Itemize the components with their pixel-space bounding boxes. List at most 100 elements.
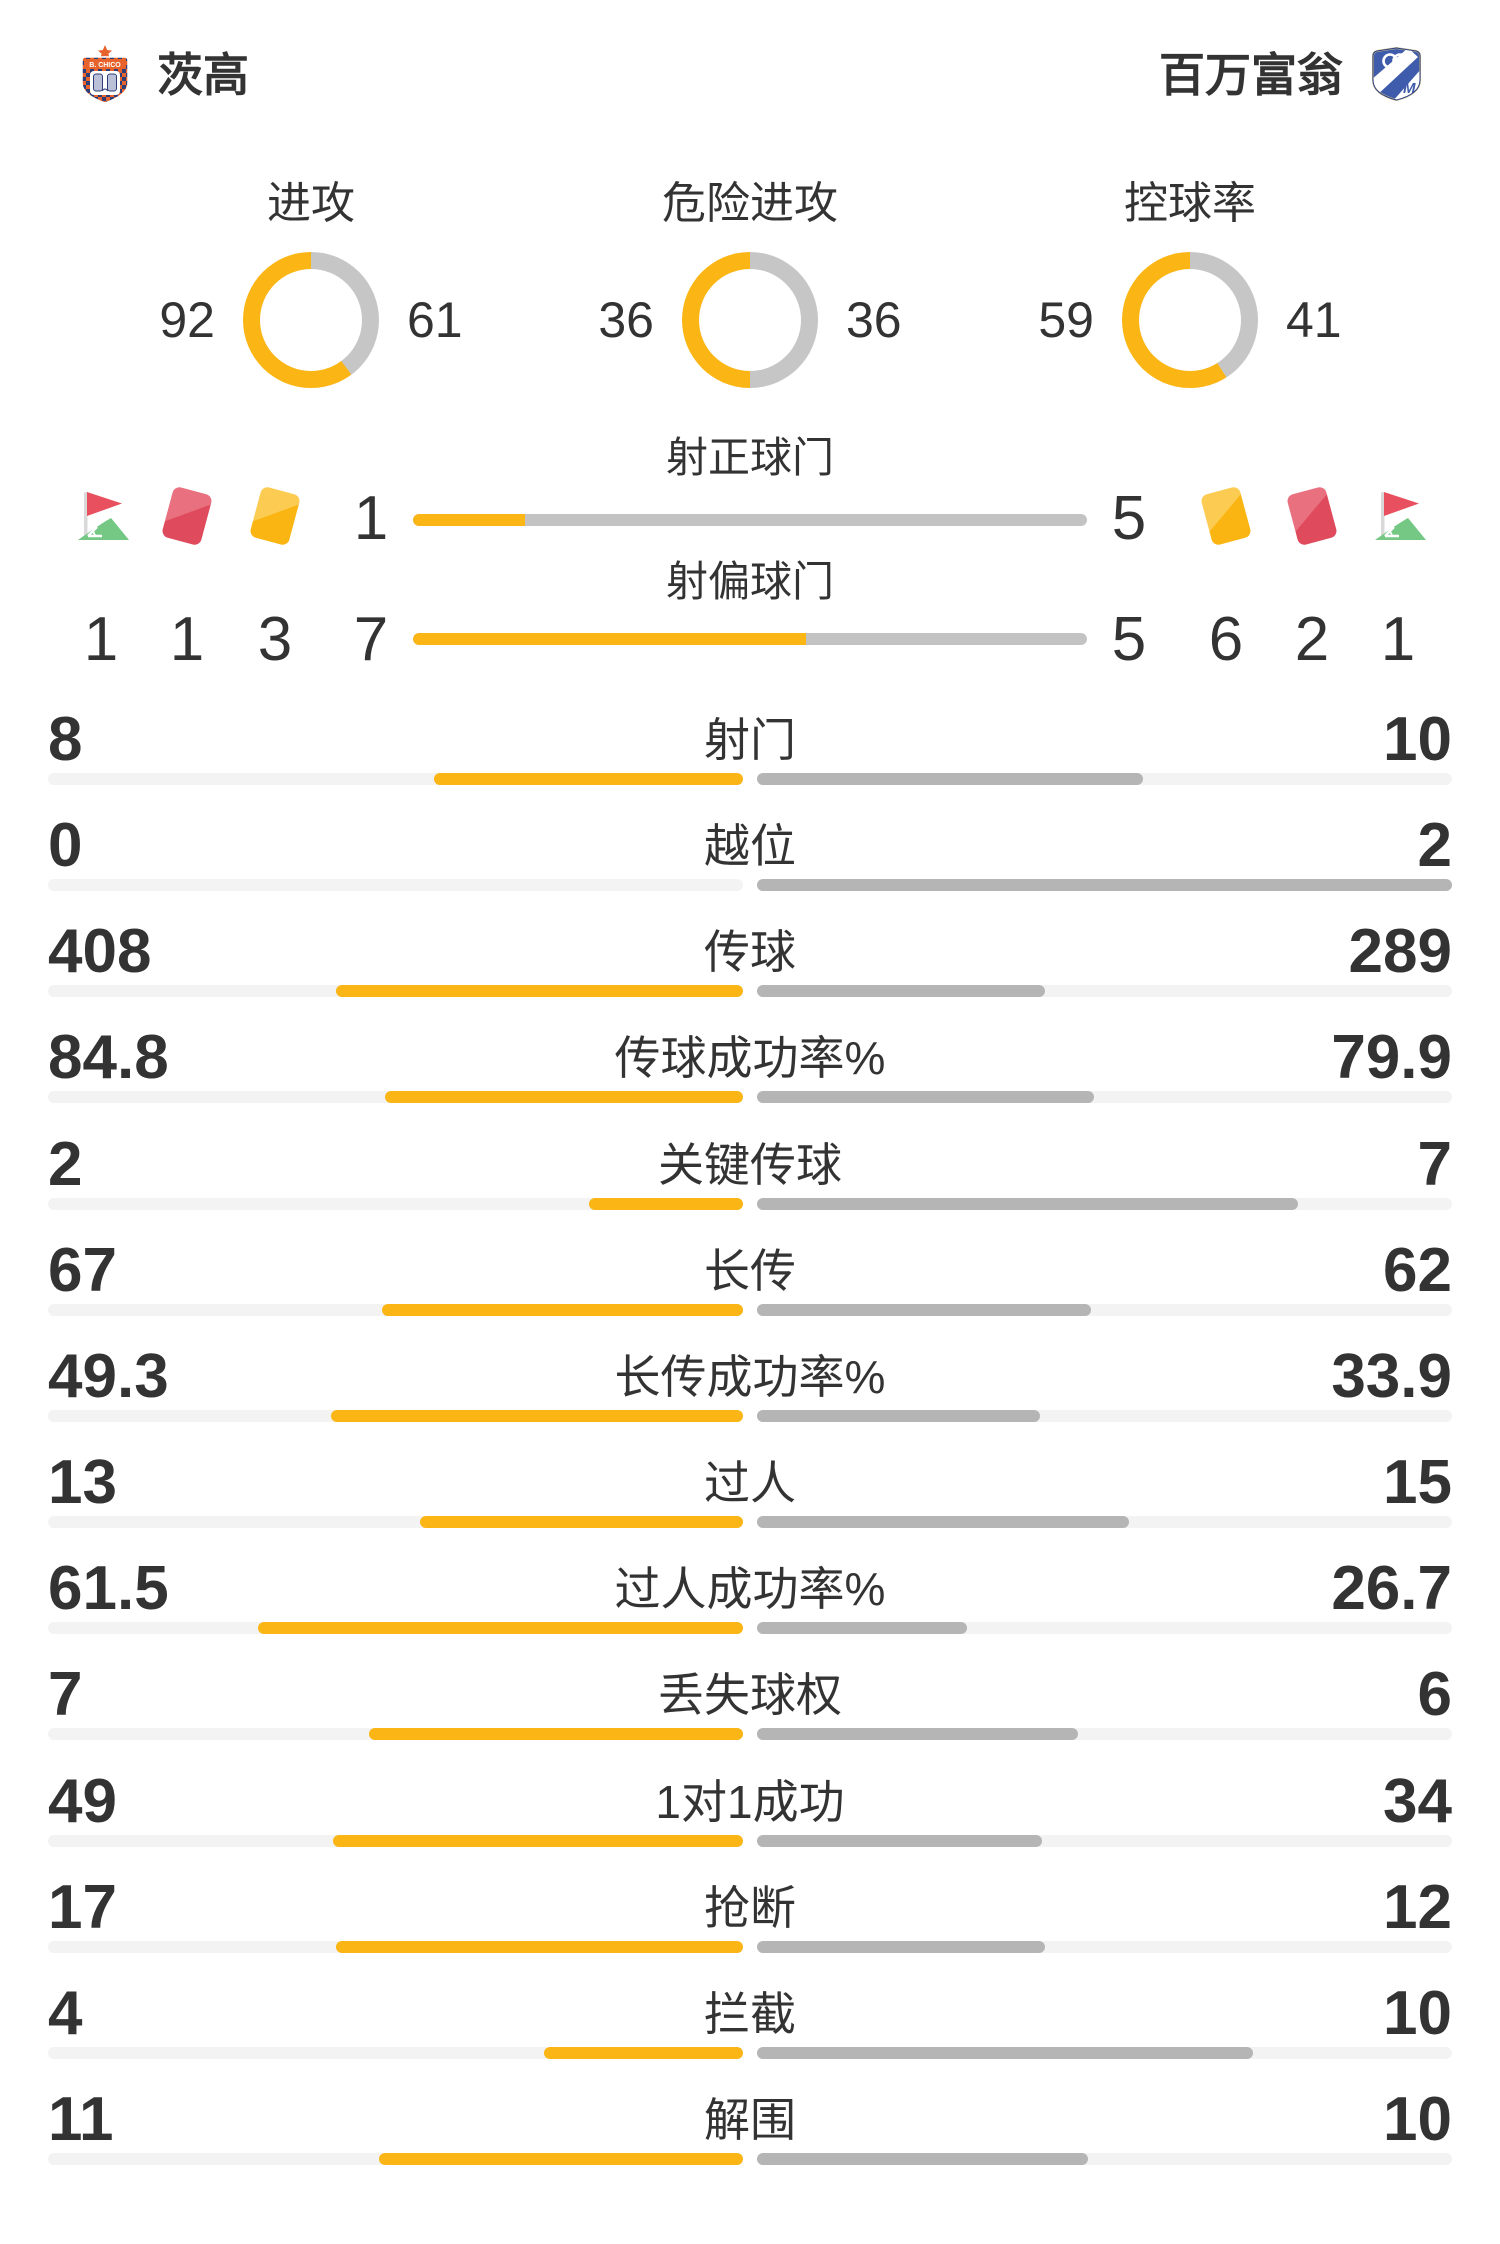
stat-away-fill xyxy=(757,1728,1078,1740)
stat-away-value: 7 xyxy=(1417,1130,1452,1199)
stat-home-track xyxy=(48,1516,743,1528)
home-corner-count: 1 xyxy=(83,605,119,674)
stat-away-fill xyxy=(757,1835,1042,1847)
stat-home-fill xyxy=(258,1622,743,1634)
stat-home-value: 13 xyxy=(48,1448,117,1517)
stat-away-fill xyxy=(757,2153,1088,2165)
stat-home-fill xyxy=(368,1728,743,1740)
stat-away-value: 79.9 xyxy=(1331,1023,1452,1092)
svg-text:B. CHICO: B. CHICO xyxy=(89,62,121,69)
away-corner-count: 1 xyxy=(1380,605,1416,674)
stat-home-value: 8 xyxy=(48,705,83,774)
stat-label: 过人成功率% xyxy=(614,1563,886,1615)
stat-away-track xyxy=(757,1198,1452,1210)
attacks-donut-group: 92 61 xyxy=(125,252,497,388)
away-team-name: 百万富翁 xyxy=(1159,49,1343,101)
stat-home-fill xyxy=(378,2153,743,2165)
stat-home-value: 2 xyxy=(48,1130,83,1199)
stat-label: 拦截 xyxy=(704,1988,796,2040)
shots-on-target-label: 射正球门 xyxy=(665,434,834,481)
stat-home-value: 84.8 xyxy=(48,1023,169,1092)
stat-label: 传球 xyxy=(704,926,796,978)
away-yellow-card-icon xyxy=(1199,485,1253,547)
stat-home-track xyxy=(48,1941,743,1953)
away-yellow-card-count: 6 xyxy=(1208,605,1244,674)
stat-home-track xyxy=(48,1410,743,1422)
stat-away-value: 2 xyxy=(1417,811,1452,880)
stat-label: 传球成功率% xyxy=(614,1032,886,1084)
stat-home-track xyxy=(48,2153,743,2165)
stat-home-value: 11 xyxy=(48,2085,114,2154)
home-yellow-card-icon xyxy=(248,485,302,547)
stat-home-value: 67 xyxy=(48,1236,117,1305)
stat-label: 射门 xyxy=(704,714,796,766)
stat-away-value: 34 xyxy=(1383,1767,1452,1836)
stat-away-track xyxy=(757,1835,1452,1847)
attacks-home-value: 92 xyxy=(159,292,215,348)
stat-home-value: 0 xyxy=(48,811,83,880)
dangerous-attacks-home-value: 36 xyxy=(598,292,654,348)
dangerous-attacks-donut-chart xyxy=(682,252,818,388)
stat-away-track xyxy=(757,1728,1452,1740)
stat-home-track xyxy=(48,2047,743,2059)
attacks-donut-chart xyxy=(243,252,379,388)
possession-home-value: 59 xyxy=(1038,292,1094,348)
stat-home-fill xyxy=(385,1091,743,1103)
donut-title-attacks: 进攻 xyxy=(267,179,355,228)
stat-home-track xyxy=(48,1304,743,1316)
stat-away-fill xyxy=(757,1622,968,1634)
stat-home-fill xyxy=(544,2047,743,2059)
stat-label: 关键传球 xyxy=(658,1139,842,1191)
stat-home-fill xyxy=(331,1410,743,1422)
home-team-name: 茨高 xyxy=(157,49,249,101)
away-team-logo: M xyxy=(1370,46,1423,102)
shots-off-target-label: 射偏球门 xyxy=(665,558,834,605)
stat-away-track xyxy=(757,1941,1452,1953)
stat-home-track xyxy=(48,1091,743,1103)
stat-away-track xyxy=(757,985,1452,997)
stat-label: 解围 xyxy=(704,2094,796,2146)
dangerous-attacks-away-value: 36 xyxy=(846,292,902,348)
stat-away-value: 12 xyxy=(1383,1873,1452,1942)
home-corner-flag-icon xyxy=(71,486,131,548)
dangerous-attacks-donut-group: 36 36 xyxy=(564,252,936,388)
stat-away-value: 33.9 xyxy=(1331,1342,1452,1411)
stat-away-value: 10 xyxy=(1383,1979,1452,2048)
stat-away-fill xyxy=(757,1410,1041,1422)
donut-title-dangerous-attacks: 危险进攻 xyxy=(662,179,838,228)
stat-away-track xyxy=(757,879,1452,891)
stat-away-track xyxy=(757,1410,1452,1422)
shots-on-target-bar xyxy=(413,514,1087,526)
stat-away-fill xyxy=(757,2047,1254,2059)
stat-away-value: 6 xyxy=(1417,1660,1452,1729)
stat-away-track xyxy=(757,773,1452,785)
stat-away-fill xyxy=(757,773,1144,785)
stat-label: 1对1成功 xyxy=(655,1776,845,1828)
possession-away-value: 41 xyxy=(1286,292,1342,348)
stat-away-value: 26.7 xyxy=(1331,1554,1452,1623)
stat-away-value: 289 xyxy=(1348,917,1452,986)
stat-home-value: 17 xyxy=(48,1873,117,1942)
home-red-card-icon xyxy=(160,485,214,547)
stat-home-fill xyxy=(336,985,743,997)
shots-off-target-away-value: 5 xyxy=(1111,605,1147,674)
stat-away-fill xyxy=(757,1516,1130,1528)
shots-on-target-away-value: 5 xyxy=(1111,484,1147,553)
stat-away-fill xyxy=(757,985,1046,997)
stat-away-fill xyxy=(757,1941,1045,1953)
stat-home-fill xyxy=(434,773,743,785)
stat-away-value: 10 xyxy=(1383,705,1452,774)
stat-home-track xyxy=(48,773,743,785)
stat-label: 丢失球权 xyxy=(658,1669,842,1721)
stat-away-track xyxy=(757,1304,1452,1316)
stat-home-track xyxy=(48,879,743,891)
stat-away-fill xyxy=(757,1091,1095,1103)
shots-off-target-home-value: 7 xyxy=(353,605,389,674)
stat-label: 长传 xyxy=(704,1245,796,1297)
stat-away-track xyxy=(757,2153,1452,2165)
stat-away-fill xyxy=(757,879,1452,891)
stat-home-track xyxy=(48,985,743,997)
stat-home-value: 4 xyxy=(48,1979,83,2048)
home-team-logo: B. CHICO xyxy=(78,45,132,104)
